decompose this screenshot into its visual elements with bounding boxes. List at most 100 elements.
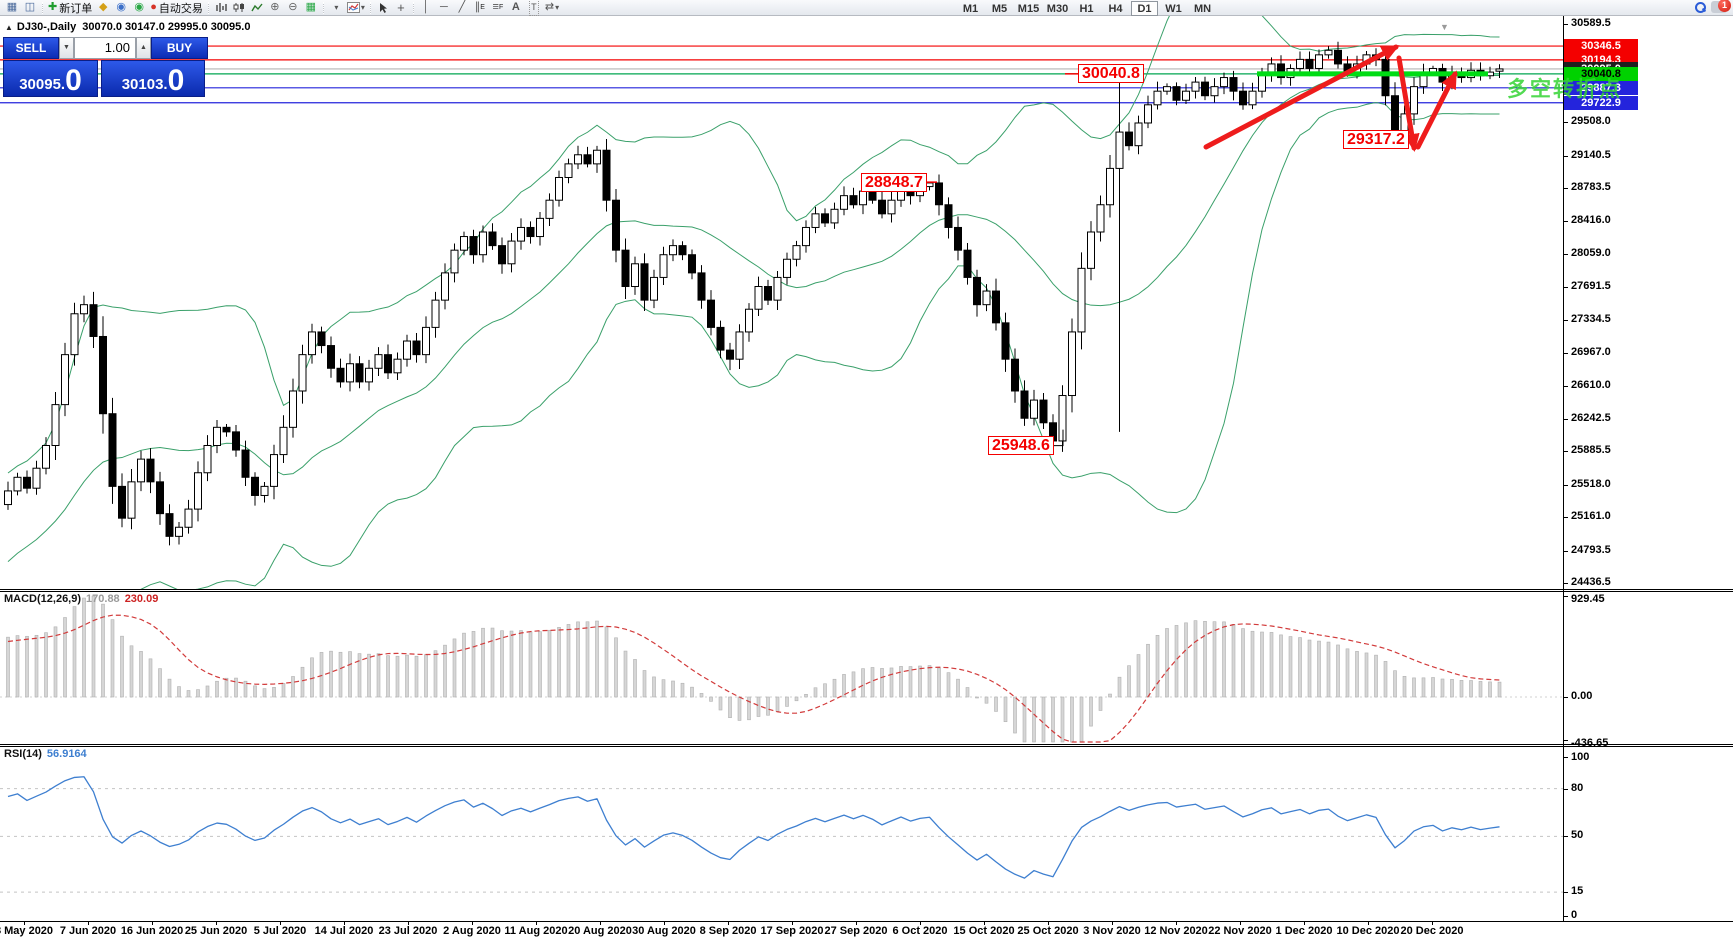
candle-body[interactable] bbox=[650, 276, 658, 301]
crosshair-icon[interactable]: + bbox=[397, 0, 405, 15]
arrows-icon[interactable]: ⇄ ▾ bbox=[544, 1, 560, 13]
panel-divider[interactable] bbox=[0, 589, 1733, 592]
candle-body[interactable] bbox=[507, 240, 516, 265]
candle-body[interactable] bbox=[32, 467, 41, 489]
candle-body[interactable] bbox=[1391, 95, 1399, 133]
fibonacci-icon[interactable]: ≡ F bbox=[492, 1, 504, 13]
candle-body[interactable] bbox=[536, 217, 544, 238]
candle-body[interactable] bbox=[859, 190, 867, 206]
candle-body[interactable] bbox=[792, 245, 801, 260]
candle-body[interactable] bbox=[460, 236, 468, 251]
candle-body[interactable] bbox=[213, 426, 221, 446]
candle-body[interactable] bbox=[184, 508, 193, 528]
candle-body[interactable] bbox=[963, 249, 972, 278]
tile-windows-icon[interactable]: ▦ bbox=[305, 1, 317, 13]
candle-body[interactable] bbox=[203, 444, 212, 474]
candle-body[interactable] bbox=[327, 345, 335, 369]
candle-body[interactable] bbox=[384, 354, 392, 374]
candle-body[interactable] bbox=[545, 199, 554, 219]
price-annotation[interactable]: 25948.6 bbox=[988, 436, 1054, 456]
candle-body[interactable] bbox=[308, 331, 316, 356]
candle-body[interactable] bbox=[1201, 81, 1209, 97]
candle-body[interactable] bbox=[1191, 81, 1200, 92]
candle-body[interactable] bbox=[1381, 58, 1390, 97]
candle-body[interactable] bbox=[583, 154, 592, 165]
volume-decrease-button[interactable]: ▼ bbox=[59, 37, 74, 59]
candle-body[interactable] bbox=[4, 490, 12, 506]
trend-arrow[interactable] bbox=[1396, 55, 1420, 152]
candle-body[interactable] bbox=[156, 481, 164, 515]
chinese-annotation[interactable]: 多空转折点 bbox=[1507, 78, 1622, 101]
trend-arrow[interactable] bbox=[1203, 44, 1400, 150]
rsi-panel[interactable] bbox=[0, 747, 1563, 921]
candle-body[interactable] bbox=[1220, 77, 1228, 88]
candle-body[interactable] bbox=[127, 481, 136, 519]
candle-body[interactable] bbox=[574, 154, 582, 165]
trend-arrow[interactable] bbox=[1415, 70, 1458, 150]
candle-body[interactable] bbox=[944, 204, 953, 228]
candle-body[interactable] bbox=[640, 263, 649, 301]
navigator-icon[interactable]: ◉ bbox=[116, 1, 127, 13]
vertical-line-icon[interactable]: │ bbox=[422, 1, 430, 13]
signal-icon[interactable]: ◉ bbox=[134, 1, 145, 13]
candle-body[interactable] bbox=[393, 358, 402, 374]
text-icon[interactable]: A bbox=[511, 1, 520, 13]
candle-body[interactable] bbox=[982, 290, 991, 306]
candle-body[interactable] bbox=[1125, 131, 1133, 147]
price-annotation[interactable]: 30040.8 bbox=[1078, 64, 1144, 84]
candle-body[interactable] bbox=[450, 249, 459, 274]
candle-body[interactable] bbox=[1001, 322, 1010, 360]
time-axis[interactable] bbox=[0, 921, 1733, 922]
candle-body[interactable] bbox=[745, 308, 753, 333]
candle-body[interactable] bbox=[1229, 77, 1238, 92]
cursor-icon[interactable] bbox=[374, 0, 392, 15]
candle-body[interactable] bbox=[270, 454, 278, 487]
candle-body[interactable] bbox=[317, 331, 326, 347]
candle-body[interactable] bbox=[1172, 86, 1181, 101]
chart-shift-marker-icon[interactable]: ▼ bbox=[1440, 22, 1449, 32]
price-axis[interactable] bbox=[1563, 16, 1564, 922]
candle-body[interactable] bbox=[1096, 204, 1105, 233]
candle-body[interactable] bbox=[89, 304, 98, 337]
candle-body[interactable] bbox=[1144, 104, 1152, 124]
timeframe-button-w1[interactable]: W1 bbox=[1165, 2, 1182, 15]
horizontal-line-icon[interactable]: ─ bbox=[439, 1, 448, 13]
candle-body[interactable] bbox=[346, 363, 354, 383]
candle-body[interactable] bbox=[1163, 86, 1171, 92]
bar-chart-icon[interactable] bbox=[212, 0, 230, 15]
candle-body[interactable] bbox=[1305, 58, 1314, 69]
candle-body[interactable] bbox=[289, 390, 297, 428]
line-chart-icon[interactable] bbox=[248, 0, 266, 15]
candle-body[interactable] bbox=[1087, 231, 1095, 269]
candle-body[interactable] bbox=[887, 199, 896, 215]
candle-body[interactable] bbox=[99, 335, 107, 415]
candle-body[interactable] bbox=[298, 354, 307, 392]
candle-body[interactable] bbox=[593, 149, 601, 165]
candle-body[interactable] bbox=[194, 472, 202, 510]
candle-body[interactable] bbox=[1296, 58, 1304, 69]
market-watch-icon[interactable]: ◫ bbox=[24, 1, 36, 13]
candle-body[interactable] bbox=[935, 182, 943, 206]
candle-body[interactable] bbox=[1410, 86, 1418, 115]
candle-body[interactable] bbox=[735, 331, 744, 360]
candle-body[interactable] bbox=[783, 258, 791, 278]
price-annotation[interactable]: 29317.2 bbox=[1343, 130, 1409, 150]
candle-body[interactable] bbox=[517, 226, 525, 242]
bollinger-upper-band[interactable] bbox=[7, 16, 1500, 474]
candle-body[interactable] bbox=[1106, 167, 1114, 206]
candle-body[interactable] bbox=[441, 272, 449, 301]
candle-body[interactable] bbox=[165, 513, 174, 537]
candle-body[interactable] bbox=[754, 286, 763, 310]
candle-body[interactable] bbox=[688, 254, 696, 274]
candle-body[interactable] bbox=[659, 254, 668, 278]
candle-body[interactable] bbox=[422, 326, 430, 356]
timeframe-button-h1[interactable]: H1 bbox=[1079, 2, 1094, 15]
equidistant-channel-icon[interactable]: ∥ E bbox=[474, 1, 485, 13]
candle-body[interactable] bbox=[1134, 122, 1143, 147]
candle-body[interactable] bbox=[1115, 131, 1124, 169]
candle-body[interactable] bbox=[555, 176, 563, 201]
candle-body[interactable] bbox=[631, 263, 639, 288]
new-chart-icon[interactable]: ▦ bbox=[6, 1, 18, 13]
candle-body[interactable] bbox=[61, 354, 69, 406]
candle-body[interactable] bbox=[23, 476, 31, 489]
